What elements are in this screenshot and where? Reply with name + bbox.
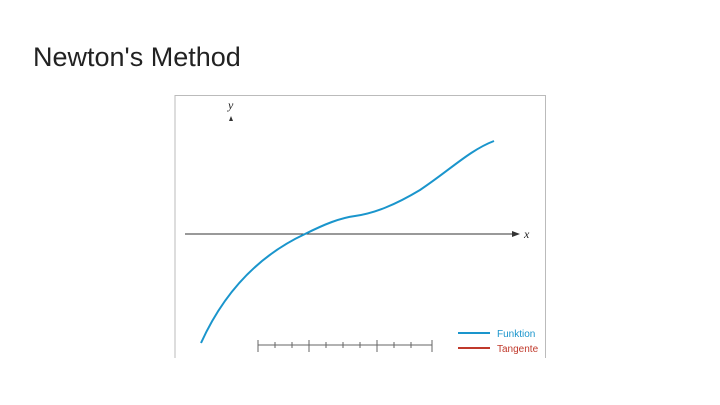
- legend-label: Funktion: [497, 329, 535, 340]
- legend-label: Tangente: [497, 344, 539, 355]
- y-axis-label: y: [227, 98, 234, 112]
- ruler: [257, 340, 433, 352]
- slide-title: Newton's Method: [33, 42, 241, 72]
- figure-frame: [174, 95, 546, 358]
- y-axis-arrow: [229, 116, 233, 121]
- x-axis-arrow: [512, 231, 520, 237]
- x-axis-label: x: [523, 227, 530, 241]
- function-curve: [200, 140, 495, 344]
